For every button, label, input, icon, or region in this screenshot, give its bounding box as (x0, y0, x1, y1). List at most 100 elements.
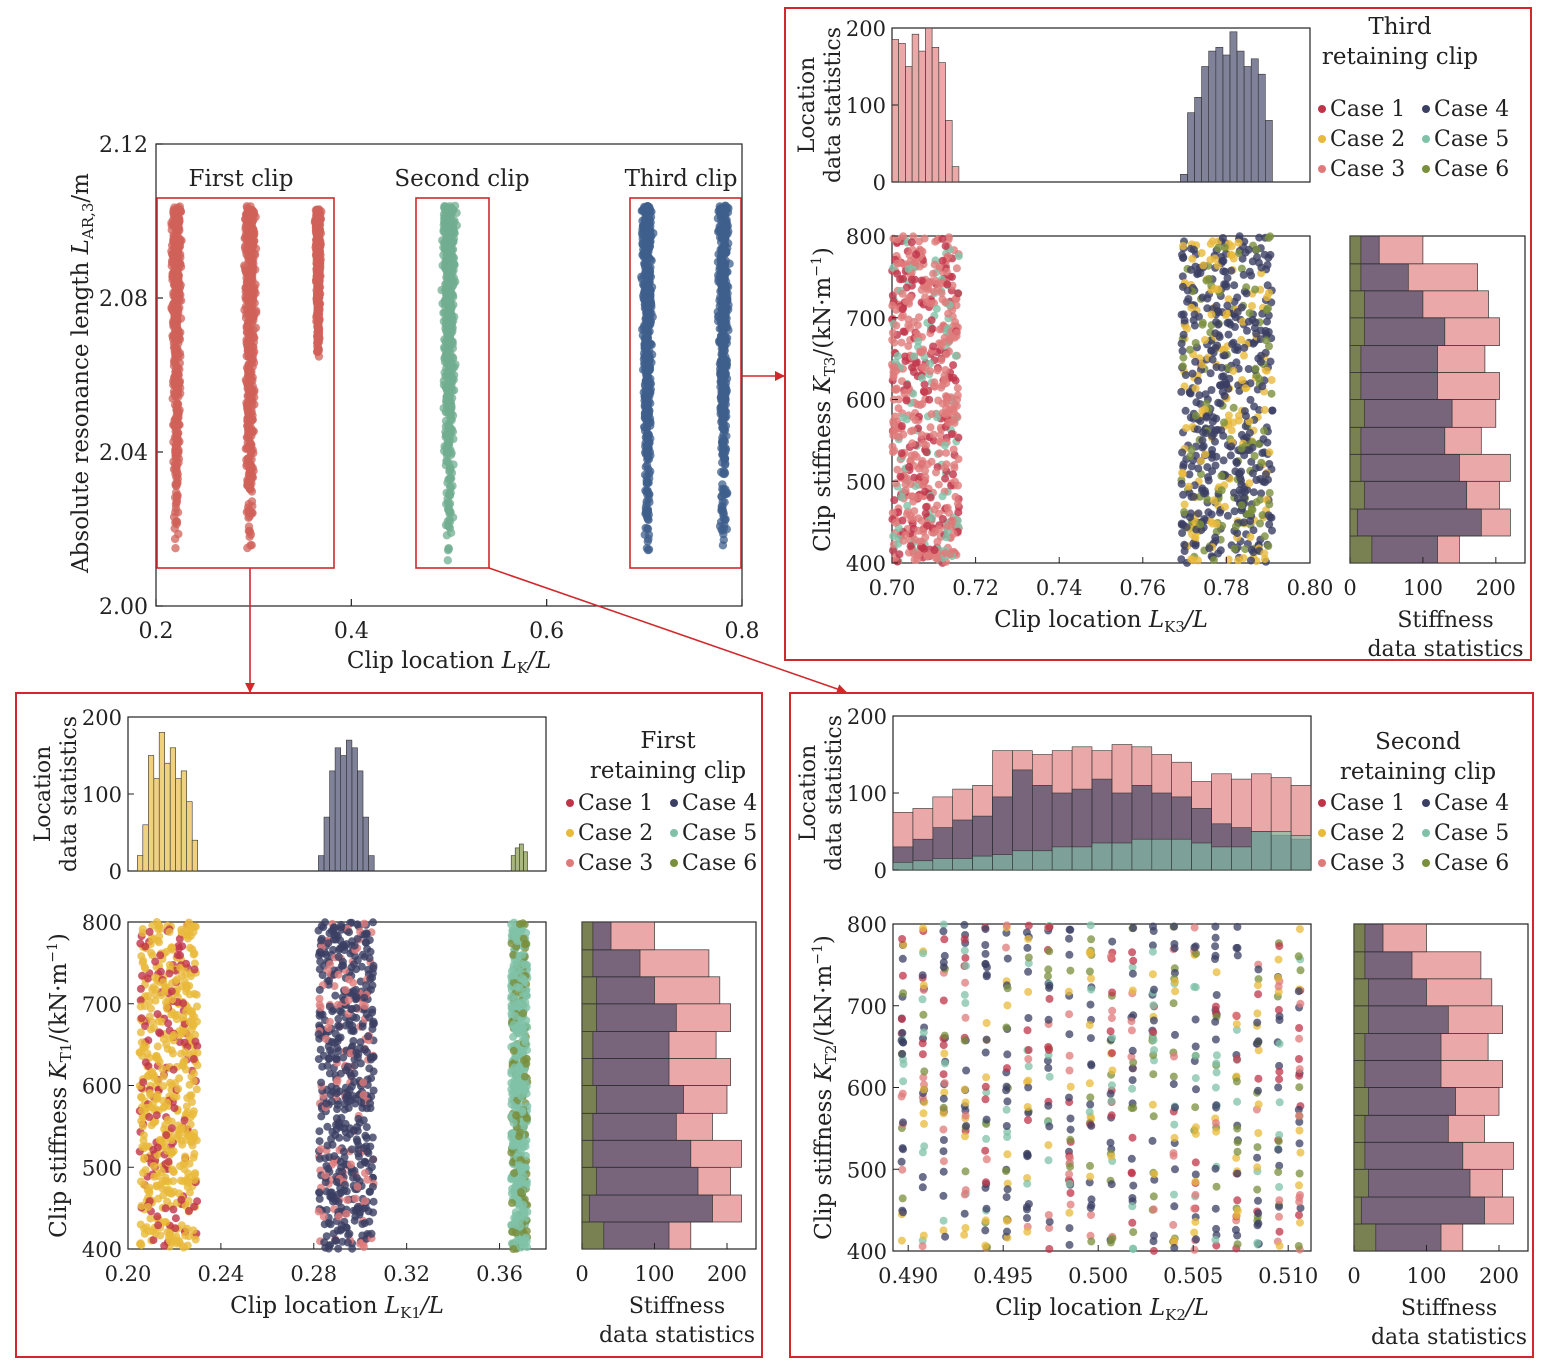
scatter-point (897, 338, 906, 347)
location-hist-bar (1222, 54, 1231, 183)
overview-point (313, 327, 323, 336)
scatter-point (929, 269, 938, 278)
scatter-point (892, 385, 901, 394)
overview-cluster (437, 201, 461, 565)
scatter-x-tick-label: 0.70 (869, 576, 916, 600)
scatter-point (1264, 304, 1272, 313)
scatter-point (1180, 547, 1189, 555)
scatter-point (1260, 405, 1269, 414)
overview-point (315, 282, 325, 292)
scatter-point (1184, 295, 1193, 303)
scatter-point (1179, 490, 1188, 499)
scatter-point (1222, 310, 1231, 318)
scatter-point (1234, 238, 1243, 247)
scatter-point (917, 348, 926, 356)
overview-point (640, 396, 649, 405)
scatter-point (1247, 271, 1256, 280)
scatter-point (1190, 321, 1199, 330)
overview-point (243, 543, 252, 553)
axis-label-part: /(kN·m (810, 277, 836, 357)
overview-point (314, 269, 323, 279)
scatter-point (1177, 339, 1186, 348)
overview-point (642, 431, 652, 440)
scatter-point (1210, 254, 1219, 263)
location-hist-bar (925, 27, 933, 183)
scatter-point (1251, 285, 1260, 294)
scatter-point (930, 260, 939, 269)
scatter-point (1266, 357, 1275, 366)
overview-point (722, 303, 731, 313)
overview-point (244, 206, 253, 215)
scatter-point (946, 550, 955, 559)
scatter-point (1265, 488, 1274, 497)
scatter-point (901, 531, 910, 540)
overview-y-tick-label: 2.00 (99, 595, 148, 620)
hist-y-tick-label: 200 (846, 17, 886, 41)
scatter-point (918, 431, 926, 440)
overview-point (249, 358, 259, 367)
scatter-point (171, 1214, 180, 1223)
scatter-point (1250, 324, 1259, 332)
overview-point (645, 490, 654, 499)
scatter-point (1200, 489, 1208, 498)
scatter-point (1229, 338, 1238, 347)
scatter-point (1196, 269, 1205, 277)
overview-point (249, 287, 259, 297)
overview-point (171, 415, 181, 424)
overview-point (313, 249, 322, 259)
scatter-point (954, 455, 963, 464)
overview-point (718, 480, 727, 489)
overview-point (448, 364, 457, 373)
overview-point (240, 243, 250, 253)
location-hist-bar (351, 747, 358, 872)
overview-point (247, 431, 256, 440)
location-hist-bar (1194, 97, 1202, 183)
scatter-point (1259, 435, 1268, 444)
overview-point (250, 249, 259, 258)
scatter-point (1246, 533, 1255, 541)
scatter-point (930, 546, 939, 554)
scatter-point (1217, 426, 1226, 435)
scatter-point (1208, 453, 1216, 462)
scatter-point (1212, 520, 1221, 529)
scatter-point (1191, 541, 1200, 550)
location-hist-bar (518, 843, 524, 872)
hist-y-tick-label: 100 (846, 94, 886, 118)
scatter-point (1268, 526, 1276, 535)
scatter-point (1212, 318, 1221, 327)
overview-point (448, 205, 457, 215)
legend-marker (1422, 105, 1430, 113)
overview-point (245, 347, 254, 356)
scatter-point (1214, 243, 1223, 252)
scatter-point (1212, 414, 1221, 423)
scatter-y-tick-label: 800 (846, 225, 886, 249)
scatter-point (1220, 351, 1229, 360)
overview-point (717, 350, 726, 359)
scatter-point (937, 356, 946, 365)
overview-y-ticks: 2.002.042.082.12 (99, 133, 163, 620)
legend-marker (566, 859, 574, 867)
scatter-point (1191, 533, 1200, 542)
scatter-point (1237, 501, 1246, 510)
scatter-point (893, 352, 902, 360)
overview-point (720, 448, 730, 457)
scatter-point (1217, 471, 1226, 480)
panel-title-line2: retaining clip (590, 758, 746, 784)
overview-point (642, 256, 651, 265)
overview-point (443, 546, 453, 555)
overview-point (241, 444, 250, 453)
overview-point (646, 237, 655, 246)
scatter-point (1185, 345, 1194, 354)
scatter-point (904, 321, 913, 330)
scatter-point (888, 442, 897, 451)
scatter-point (943, 280, 952, 289)
scatter-point (917, 276, 926, 285)
overview-point (173, 402, 182, 412)
scatter-point (1199, 261, 1208, 270)
axis-label-part: /L (1183, 607, 1208, 633)
scatter-point (1201, 336, 1209, 344)
scatter-point (1181, 406, 1190, 415)
scatter-point (908, 492, 917, 501)
stiffness-hist-bar (1349, 345, 1438, 373)
second-clip-label: Second clip (394, 166, 529, 192)
